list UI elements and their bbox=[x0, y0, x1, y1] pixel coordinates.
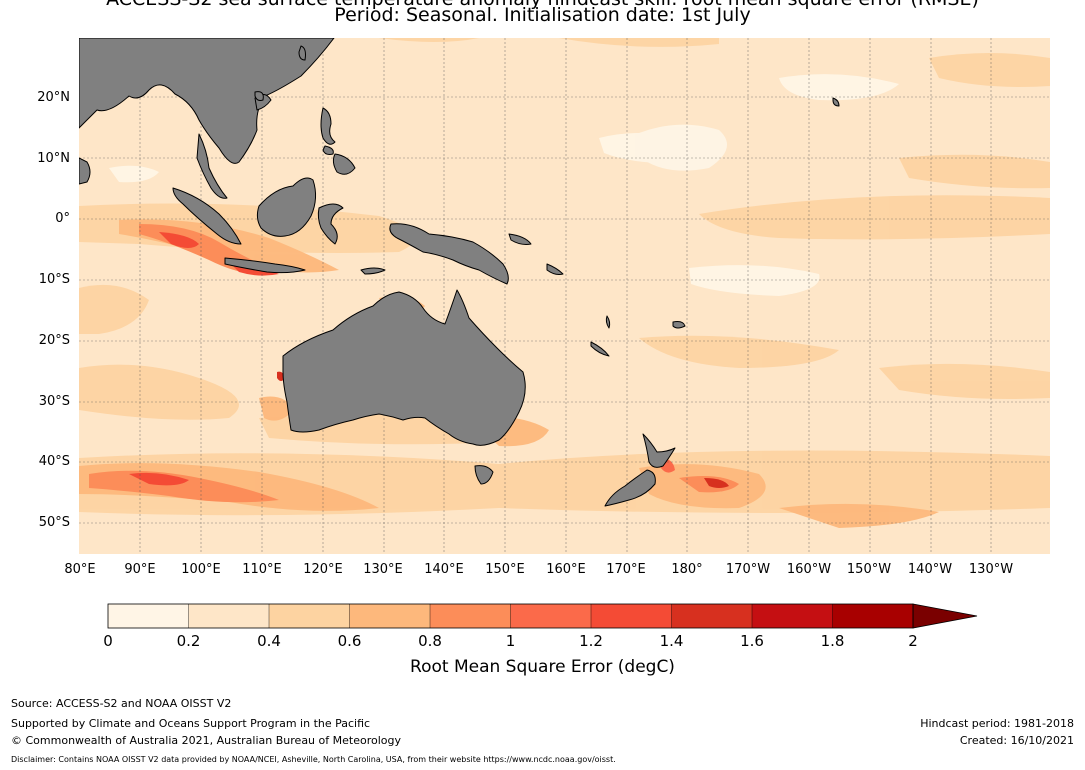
support-text: Supported by Climate and Oceans Support … bbox=[11, 717, 371, 730]
new-guinea bbox=[389, 223, 509, 285]
lat-label-50s: 50°S bbox=[38, 515, 70, 530]
hawaii-islands bbox=[832, 97, 840, 107]
colorbar-tick-1-2: 1.2 bbox=[579, 632, 603, 650]
colorbar-segment bbox=[269, 604, 350, 628]
lon-label-150w: 150°W bbox=[846, 562, 892, 577]
colorbar-segment bbox=[510, 604, 592, 628]
lon-label-160w: 160°W bbox=[786, 562, 832, 577]
copyright-text: © Commonwealth of Australia 2021, Austra… bbox=[11, 734, 401, 747]
colorbar-segment bbox=[349, 604, 431, 628]
colorbar-segment bbox=[430, 604, 511, 628]
philippines-visayas bbox=[322, 145, 334, 155]
lat-label-30s: 30°S bbox=[38, 394, 70, 409]
hainan bbox=[254, 91, 264, 101]
colorbar-tick-2: 2 bbox=[908, 632, 918, 650]
taiwan bbox=[298, 45, 306, 61]
map-gridlines bbox=[79, 38, 1050, 554]
philippines-luzon bbox=[320, 107, 336, 145]
fiji bbox=[672, 321, 686, 329]
new-britain bbox=[508, 233, 532, 245]
lon-label-160e: 160°E bbox=[546, 562, 586, 577]
colorbar-tick-0: 0 bbox=[103, 632, 113, 650]
tasmania bbox=[474, 465, 494, 485]
source-text: Source: ACCESS-S2 and NOAA OISST V2 bbox=[11, 697, 232, 710]
lon-label-120e: 120°E bbox=[303, 562, 343, 577]
philippines-mindanao bbox=[332, 153, 356, 175]
colorbar-segment bbox=[591, 604, 672, 628]
lon-label-180: 180° bbox=[671, 562, 703, 577]
map-subtitle: Period: Seasonal. Initialisation date: 1… bbox=[334, 4, 751, 26]
australia bbox=[282, 289, 526, 446]
new-zealand-south bbox=[604, 469, 656, 507]
colorbar-tick-1-4: 1.4 bbox=[659, 632, 684, 650]
lon-label-110e: 110°E bbox=[242, 562, 282, 577]
new-caledonia bbox=[590, 341, 610, 357]
lon-label-150e: 150°E bbox=[485, 562, 525, 577]
lon-label-130w: 130°W bbox=[968, 562, 1014, 577]
lon-label-90e: 90°E bbox=[124, 562, 156, 577]
lon-label-130e: 130°E bbox=[363, 562, 403, 577]
colorbar-outline bbox=[107, 603, 914, 629]
colorbar-segment bbox=[671, 604, 753, 628]
rmse-map bbox=[79, 38, 1050, 554]
lat-label-20s: 20°S bbox=[38, 333, 70, 348]
india-tip bbox=[79, 157, 91, 185]
borneo bbox=[256, 177, 317, 237]
lat-label-10n: 10°N bbox=[37, 151, 70, 166]
colorbar-tick-1-8: 1.8 bbox=[820, 632, 845, 650]
lon-label-170w: 170°W bbox=[725, 562, 771, 577]
colorbar-segment bbox=[108, 604, 189, 628]
colorbar-tick-0-6: 0.6 bbox=[337, 632, 362, 650]
new-zealand-north bbox=[642, 433, 676, 468]
lon-label-80e: 80°E bbox=[64, 562, 96, 577]
lat-label-10s: 10°S bbox=[38, 272, 70, 287]
asia-mainland bbox=[79, 38, 335, 164]
java bbox=[224, 257, 306, 274]
colorbar-segment bbox=[832, 604, 914, 628]
map-title: ACCESS-S2 sea surface temperature anomal… bbox=[0, 0, 1085, 10]
colorbar bbox=[107, 603, 978, 629]
colorbar-segment bbox=[188, 604, 270, 628]
colorbar-tick-0-8: 0.8 bbox=[418, 632, 442, 650]
lat-label-40s: 40°S bbox=[38, 454, 70, 469]
colorbar-segments bbox=[108, 604, 914, 628]
colorbar-tick-1-6: 1.6 bbox=[740, 632, 764, 650]
solomon-islands bbox=[546, 263, 564, 275]
rmse-low-patches bbox=[109, 74, 899, 296]
colorbar-label: Root Mean Square Error (degC) bbox=[410, 657, 675, 677]
disclaimer-text: Disclaimer: Contains NOAA OISST V2 data … bbox=[11, 755, 616, 764]
lat-label-20n: 20°N bbox=[37, 90, 70, 105]
vanuatu bbox=[605, 315, 611, 329]
created-date: Created: 16/10/2021 bbox=[959, 734, 1074, 747]
lon-label-140w: 140°W bbox=[907, 562, 953, 577]
lon-label-140e: 140°E bbox=[424, 562, 464, 577]
colorbar-extend-arrow bbox=[912, 603, 978, 629]
colorbar-segment bbox=[752, 604, 833, 628]
lon-label-100e: 100°E bbox=[181, 562, 221, 577]
hindcast-period: Hindcast period: 1981-2018 bbox=[920, 717, 1074, 730]
sumatra bbox=[172, 187, 242, 245]
timor bbox=[360, 267, 386, 275]
colorbar-tick-0-4: 0.4 bbox=[257, 632, 281, 650]
lon-label-170e: 170°E bbox=[606, 562, 646, 577]
sulawesi bbox=[317, 203, 344, 245]
colorbar-tick-1: 1 bbox=[505, 632, 516, 650]
colorbar-tick-0-2: 0.2 bbox=[176, 632, 201, 650]
lat-label-0: 0° bbox=[55, 211, 70, 226]
land-masses bbox=[79, 38, 840, 507]
malay-peninsula bbox=[196, 133, 228, 199]
